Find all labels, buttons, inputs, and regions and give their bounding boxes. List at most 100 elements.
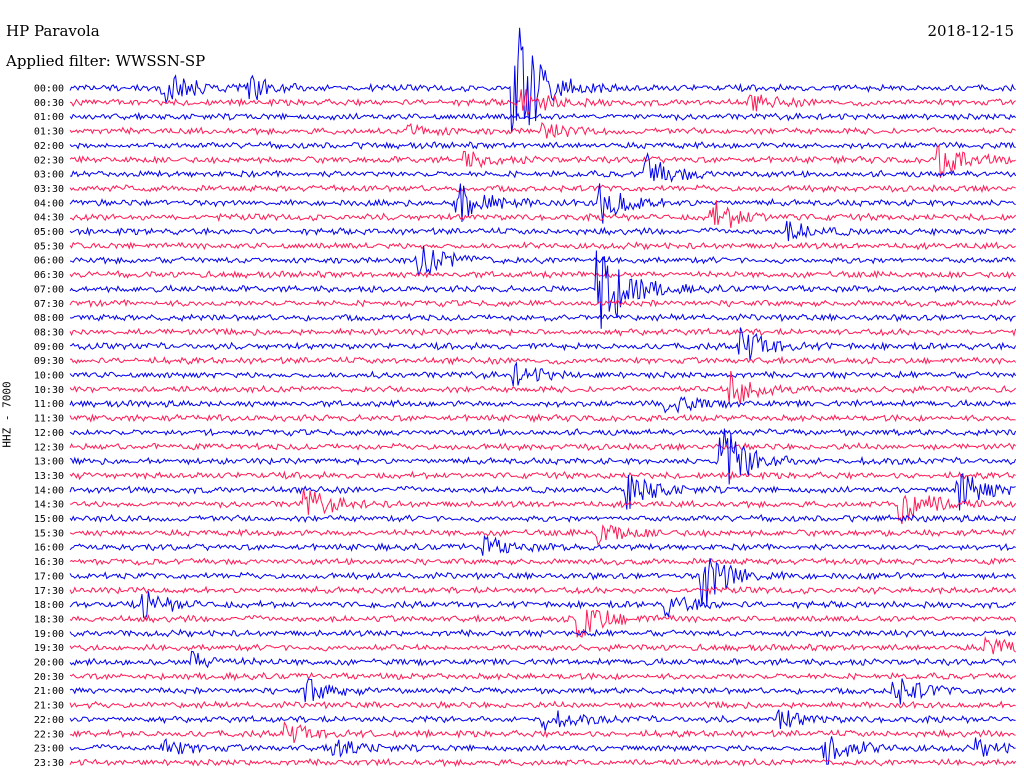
time-tick-label: 00:00 <box>34 84 64 95</box>
time-tick-label: 09:30 <box>34 356 64 367</box>
time-tick-label: 01:30 <box>34 127 64 138</box>
time-tick-label: 18:00 <box>34 600 64 611</box>
time-tick-label: 03:00 <box>34 170 64 181</box>
trace-line <box>69 111 1016 122</box>
trace-line <box>69 269 1016 280</box>
trace-line <box>69 524 1016 546</box>
time-tick-label: 14:30 <box>34 500 64 511</box>
trace-line <box>69 200 1016 228</box>
trace-group <box>69 27 1017 768</box>
trace-line <box>69 183 1016 224</box>
time-tick-label: 21:00 <box>34 686 64 697</box>
trace-line <box>69 312 1016 323</box>
time-tick-label: 23:30 <box>34 758 64 769</box>
time-tick-label: 10:00 <box>34 371 64 382</box>
station-title: HP Paravola <box>6 22 100 40</box>
time-tick-label: 18:30 <box>34 614 64 625</box>
time-tick-label: 04:30 <box>34 213 64 224</box>
trace-line <box>69 220 1016 242</box>
trace-line <box>69 557 1016 566</box>
trace-line <box>69 558 1016 607</box>
trace-line <box>69 428 1017 437</box>
time-tick-label: 00:30 <box>34 98 64 109</box>
time-tick-label: 12:30 <box>34 442 64 453</box>
trace-line <box>69 473 1016 511</box>
time-tick-label: 20:00 <box>34 658 64 669</box>
time-tick-label: 15:30 <box>34 528 64 539</box>
trace-line <box>69 140 1016 150</box>
trace-line <box>69 585 1017 596</box>
trace-line <box>69 396 1016 414</box>
trace-line <box>69 299 1016 308</box>
trace-line <box>69 700 1016 710</box>
time-tick-label: 01:00 <box>34 112 64 123</box>
trace-line <box>69 327 1017 361</box>
trace-line <box>69 534 1016 556</box>
time-tick-label: 14:00 <box>34 485 64 496</box>
trace-line <box>69 721 1016 743</box>
trace-line <box>69 442 1016 452</box>
time-tick-label: 16:00 <box>34 543 64 554</box>
trace-line <box>69 361 1017 386</box>
time-tick-label: 11:30 <box>34 414 64 425</box>
trace-line <box>69 635 1016 655</box>
trace-line <box>69 184 1016 194</box>
time-tick-label: 17:30 <box>34 586 64 597</box>
trace-line <box>69 250 1017 329</box>
time-tick-label: 02:30 <box>34 155 64 166</box>
time-tick-label: 13:00 <box>34 457 64 468</box>
trace-line <box>69 327 1017 337</box>
trace-line <box>69 151 1017 183</box>
trace-line <box>69 736 1016 765</box>
trace-line <box>69 144 1016 178</box>
trace-line <box>69 671 1016 682</box>
trace-line <box>70 488 1017 525</box>
trace-line <box>69 121 1016 139</box>
trace-line <box>69 757 1017 768</box>
trace-line <box>69 370 1016 404</box>
time-tick-label: 04:00 <box>34 198 64 209</box>
time-tick-label: 23:00 <box>34 744 64 755</box>
time-tick-label: 08:30 <box>34 327 64 338</box>
trace-line <box>69 628 1017 638</box>
trace-line <box>69 27 1016 133</box>
time-tick-label: 07:00 <box>34 284 64 295</box>
time-tick-label: 06:00 <box>34 256 64 267</box>
chart-date: 2018-12-15 <box>927 22 1014 40</box>
time-tick-label: 16:30 <box>34 557 64 568</box>
trace-line <box>69 89 1016 117</box>
time-tick-label: 22:30 <box>34 729 64 740</box>
trace-line <box>69 241 1016 251</box>
time-tick-label: 05:00 <box>34 227 64 238</box>
trace-line <box>69 245 1016 277</box>
time-tick-label: 22:00 <box>34 715 64 726</box>
time-tick-label: 05:30 <box>34 241 64 252</box>
time-tick-label: 07:30 <box>34 299 64 310</box>
trace-line <box>69 650 1017 669</box>
trace-line <box>69 709 1016 732</box>
trace-line <box>69 413 1016 424</box>
time-tick-label: 08:00 <box>34 313 64 324</box>
trace-line <box>69 355 1016 366</box>
time-tick-label: 06:30 <box>34 270 64 281</box>
time-tick-label: 02:00 <box>34 141 64 152</box>
time-tick-label: 19:30 <box>34 643 64 654</box>
time-tick-labels: 00:00 00:30 01:00 01:30 02:00 02:30 03:00 03:30… <box>34 84 64 769</box>
time-tick-label: 03:30 <box>34 184 64 195</box>
time-tick-label: 17:00 <box>34 571 64 582</box>
time-tick-label: 12:00 <box>34 428 64 439</box>
time-tick-label: 10:30 <box>34 385 64 396</box>
trace-line <box>69 470 1016 481</box>
trace-line <box>69 591 1016 620</box>
time-tick-label: 20:30 <box>34 672 64 683</box>
time-tick-label: 19:00 <box>34 629 64 640</box>
time-tick-label: 09:00 <box>34 342 64 353</box>
trace-line <box>69 513 1017 524</box>
trace-line <box>69 428 1017 485</box>
time-tick-label: 15:00 <box>34 514 64 525</box>
time-tick-label: 13:30 <box>34 471 64 482</box>
time-tick-label: 21:30 <box>34 701 64 712</box>
filter-label: Applied filter: WWSSN-SP <box>6 52 206 70</box>
